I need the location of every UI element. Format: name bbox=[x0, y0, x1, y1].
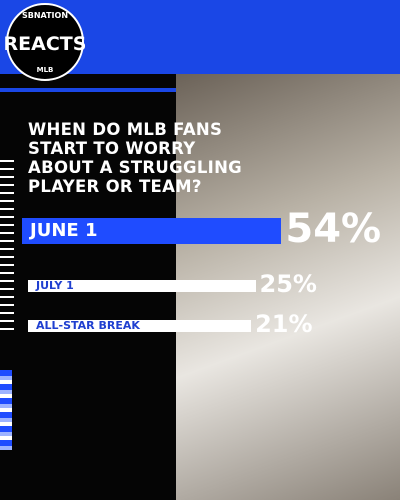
value-label: 21% bbox=[255, 310, 313, 338]
category-label: ALL-STAR BREAK bbox=[36, 319, 140, 332]
decor-stripes bbox=[0, 160, 14, 330]
category-label: JUNE 1 bbox=[30, 220, 98, 241]
value-label: 54% bbox=[285, 206, 382, 252]
category-label: JULY 1 bbox=[36, 279, 74, 292]
logo-bottom: MLB bbox=[37, 66, 54, 74]
bar bbox=[22, 218, 282, 244]
logo: SBNATION REACTS MLB bbox=[4, 3, 87, 81]
accent-line bbox=[0, 88, 176, 92]
logo-circle bbox=[6, 3, 84, 81]
decor-swatches bbox=[0, 370, 12, 450]
logo-top: SBNATION bbox=[22, 11, 68, 20]
bar bbox=[28, 280, 256, 292]
chart-title: WHEN DO MLB FANS START TO WORRY ABOUT A … bbox=[28, 120, 243, 196]
bar bbox=[28, 320, 252, 332]
logo-main: REACTS bbox=[4, 33, 87, 55]
value-label: 25% bbox=[259, 270, 317, 298]
